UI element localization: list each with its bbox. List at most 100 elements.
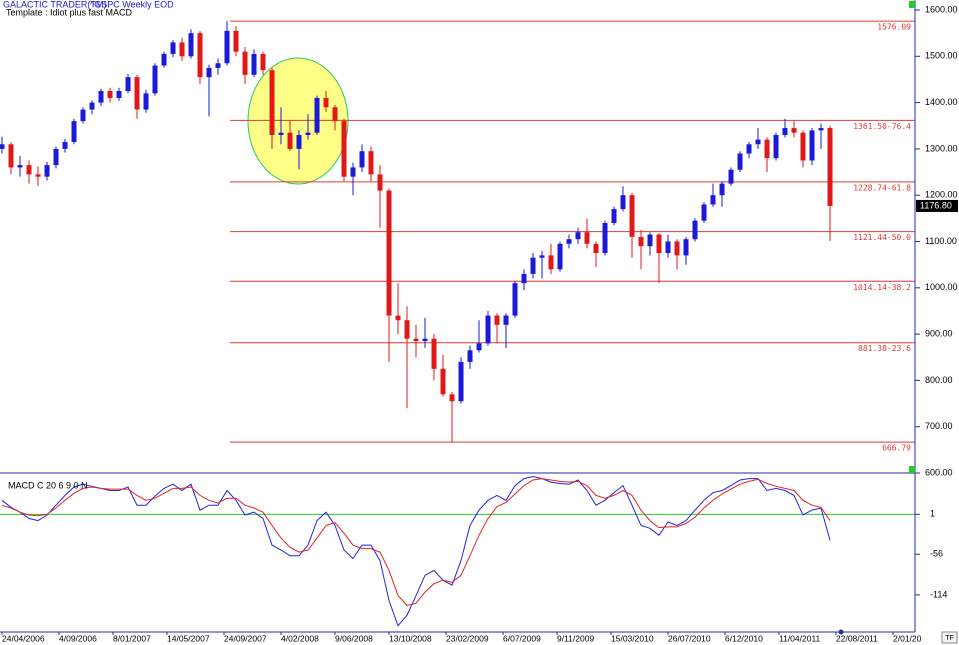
x-tick-label: 6/07/2009 [503, 633, 541, 643]
candle-body [584, 232, 590, 244]
candle-body [638, 236, 644, 247]
tf-button[interactable] [941, 631, 958, 644]
tf-label[interactable]: TF [945, 635, 954, 642]
candle-body [539, 255, 545, 258]
panel-handle[interactable] [909, 466, 915, 473]
last-price-label: 1176.80 [920, 200, 952, 210]
candle-body [170, 42, 176, 54]
candle-body [53, 148, 59, 166]
candle-body [413, 338, 419, 342]
candle-body [0, 144, 5, 149]
x-tick-label: 24/04/2006 [2, 633, 45, 643]
fib-level-label: 1228.74-61.8 [853, 183, 911, 192]
candle-body [512, 283, 518, 316]
x-tick-label: 23/02/2009 [446, 633, 489, 643]
candle-body [575, 232, 581, 240]
candle-body [332, 107, 338, 122]
candle-body [251, 53, 257, 75]
fib-level-label: 1361.50-76.4 [853, 122, 911, 131]
y-tick-label: 800.00 [925, 375, 953, 385]
candle-body [764, 139, 770, 159]
candle-body [404, 320, 410, 339]
candle-body [152, 65, 158, 94]
scroll-marker[interactable] [838, 629, 844, 635]
x-tick-label: 14/05/2007 [167, 633, 210, 643]
y-tick-label: 1000.00 [925, 282, 958, 292]
panel-handle[interactable] [909, 1, 915, 8]
candle-body [296, 135, 302, 149]
candle-body [215, 63, 221, 68]
fib-level-label: 1121.44-50.0 [853, 233, 911, 242]
candle-body [359, 151, 365, 168]
candle-body [278, 132, 284, 136]
candle-body [485, 315, 491, 344]
y-tick-label: 1300.00 [925, 143, 958, 153]
fib-level-label: 666.79 [882, 444, 911, 453]
candle-body [692, 220, 698, 240]
fib-level-label: 881.38-23.6 [858, 344, 911, 353]
y-tick-label: 1500.00 [925, 51, 958, 61]
candle-body [719, 183, 725, 196]
y-tick-label: -114 [930, 589, 947, 599]
candle-body [80, 109, 86, 122]
candle-body [8, 144, 14, 168]
candle-body [548, 255, 554, 270]
x-tick-label: 22/08/2011 [836, 633, 878, 643]
candle-body [458, 361, 464, 402]
y-tick-label: 1 [930, 509, 935, 519]
candle-body [476, 343, 482, 351]
candle-body [71, 121, 77, 142]
candle-body [566, 239, 572, 244]
candle-body [440, 368, 446, 395]
candle-body [62, 141, 68, 149]
candle-body [773, 135, 779, 159]
candle-body [224, 30, 230, 64]
candle-body [755, 139, 761, 145]
candle-body [710, 195, 716, 205]
candle-body [647, 234, 653, 247]
candle-body [107, 91, 113, 98]
candle-body [287, 132, 293, 149]
candle-body [593, 243, 599, 254]
candle-body [386, 190, 392, 316]
candle-body [494, 315, 500, 325]
candle-body [602, 222, 608, 254]
fib-level-label: 1576.09 [877, 23, 911, 32]
candle-body [665, 241, 671, 254]
candle-body [368, 151, 374, 175]
candle-body [233, 30, 239, 52]
candle-body [431, 338, 437, 369]
candle-body [467, 350, 473, 362]
candle-body [656, 234, 662, 254]
candle-body [611, 209, 617, 223]
candle-body [341, 121, 347, 177]
candle-body [116, 91, 122, 98]
candle-body [746, 144, 752, 154]
candle-body [674, 241, 680, 256]
candle-body [782, 128, 788, 136]
x-tick-label: 4/09/2006 [59, 633, 97, 643]
x-tick-label: 8/01/2007 [113, 633, 151, 643]
candle-body [323, 97, 329, 108]
indicator-title: MACD C 20 6 9 0 N [8, 480, 88, 490]
candle-body [161, 53, 167, 66]
candle-body [395, 315, 401, 321]
candle-body [620, 195, 626, 210]
y-tick-label: 1600.00 [925, 4, 958, 14]
candle-body [314, 97, 320, 133]
candle-body [683, 239, 689, 256]
candle-body [125, 77, 131, 92]
candle-body [89, 102, 95, 110]
macd-line [1, 478, 831, 606]
y-tick-label: 900.00 [925, 328, 953, 338]
candle-body [701, 204, 707, 221]
candle-body [98, 91, 104, 103]
x-tick-label: 9/06/2008 [335, 633, 373, 643]
product-name: GALACTIC TRADER(TM) [3, 0, 106, 9]
candle-body [35, 174, 41, 177]
candle-body [809, 130, 815, 161]
plot-area: 1576.09 1361.50-76.4 1228.74-61.8 1121.44-5… [0, 20, 915, 627]
fib-level-label: 1014.14-38.2 [853, 283, 911, 292]
last-price-box [916, 199, 958, 212]
